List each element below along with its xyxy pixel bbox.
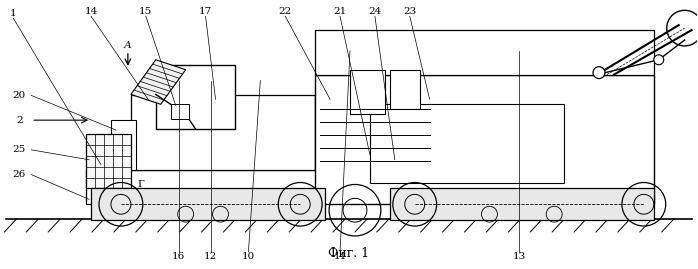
Text: 25: 25 <box>13 145 26 154</box>
Text: 12: 12 <box>204 252 217 261</box>
Text: 13: 13 <box>513 252 526 261</box>
Bar <box>91 189 325 220</box>
Text: Фиг. 1: Фиг. 1 <box>329 247 369 260</box>
Text: 15: 15 <box>139 7 152 16</box>
Bar <box>390 189 654 220</box>
Bar <box>350 70 385 114</box>
Text: 24: 24 <box>369 7 382 16</box>
Text: 10: 10 <box>242 252 255 261</box>
Text: Г: Г <box>138 180 144 189</box>
Bar <box>315 95 489 170</box>
Bar <box>111 120 136 170</box>
Bar <box>315 30 654 75</box>
Bar <box>86 170 320 204</box>
Text: А: А <box>124 41 132 50</box>
Text: 1: 1 <box>10 9 17 18</box>
Text: 2: 2 <box>16 116 22 125</box>
Bar <box>156 65 235 129</box>
Bar <box>315 75 654 204</box>
Text: 26: 26 <box>13 170 26 179</box>
Circle shape <box>593 67 605 79</box>
Text: 16: 16 <box>172 252 185 261</box>
Circle shape <box>654 55 664 65</box>
Bar <box>131 95 315 170</box>
Polygon shape <box>131 60 186 104</box>
Bar <box>171 104 188 119</box>
Text: 22: 22 <box>279 7 292 16</box>
Bar <box>370 104 564 183</box>
Bar <box>86 134 131 189</box>
Text: 23: 23 <box>403 7 417 16</box>
Text: 11: 11 <box>334 252 347 261</box>
Bar <box>390 70 419 109</box>
Text: 20: 20 <box>13 91 26 100</box>
Text: 14: 14 <box>84 7 98 16</box>
Text: 17: 17 <box>199 7 212 16</box>
Text: 21: 21 <box>334 7 347 16</box>
